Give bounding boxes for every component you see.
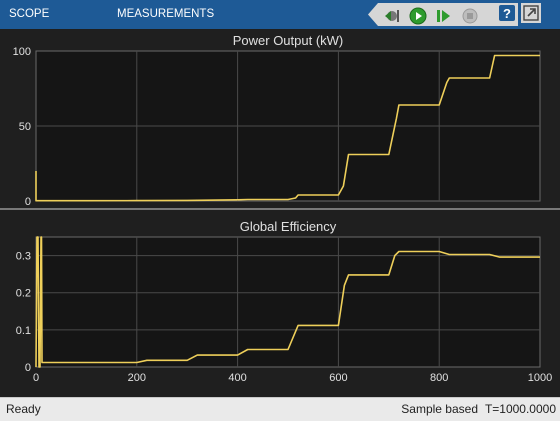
- axes-1-ytick-label: 0: [25, 196, 31, 208]
- undock-button[interactable]: [521, 3, 541, 23]
- step-back-icon: [385, 10, 399, 22]
- svg-text:?: ?: [503, 6, 511, 21]
- axes-1-series-line-1: [35, 54, 540, 202]
- step-back-button[interactable]: [382, 6, 402, 26]
- axes-1-ytick-label: 50: [19, 121, 31, 133]
- axes-2-ytick-label: 0.2: [16, 288, 31, 300]
- scope-display: Power Output (kW) 0 50 100 Global Efficiency…: [0, 29, 560, 397]
- scope-plots: Power Output (kW) 0 50 100 Global Efficiency…: [0, 33, 560, 384]
- step-forward-button[interactable]: [434, 6, 454, 26]
- axes-2-title: Global Efficiency: [240, 219, 337, 234]
- help-button[interactable]: ?: [497, 3, 517, 23]
- tab-measurements[interactable]: MEASUREMENTS: [117, 8, 215, 20]
- axes-1-ytick-label: 100: [13, 46, 31, 58]
- axes-2-ytick-label: 0.3: [16, 251, 31, 263]
- axes-2-ytick-label: 0.1: [16, 325, 31, 337]
- run-button[interactable]: [408, 6, 428, 26]
- status-bar: Ready Sample based T=1000.0000: [0, 397, 560, 421]
- stop-button[interactable]: [460, 6, 480, 26]
- simulation-time: T=1000.0000: [484, 402, 556, 416]
- axes-1-title: Power Output (kW): [233, 33, 344, 48]
- axes-2-xtick-label: 800: [430, 372, 448, 384]
- undock-icon: [523, 5, 539, 21]
- axes-2-ytick-label: 0: [25, 362, 31, 374]
- status-text: Ready: [6, 402, 41, 416]
- axes-2-xtick-label: 400: [228, 372, 246, 384]
- axes-2-xtick-label: 200: [128, 372, 146, 384]
- axes-2-plot-area: [35, 236, 541, 368]
- help-icon: ?: [499, 5, 515, 21]
- step-forward-icon: [437, 10, 450, 22]
- toolstrip: SCOPE MEASUREMENTS: [0, 0, 560, 29]
- simulation-controls: [368, 3, 518, 26]
- play-icon: [409, 7, 427, 25]
- axes-2-xtick-label: 600: [329, 372, 347, 384]
- axes-2-series-line-1: [35, 236, 540, 368]
- axes-2-xtick-label: 1000: [528, 372, 552, 384]
- sample-mode-label: Sample based: [401, 402, 478, 416]
- stop-icon: [462, 8, 478, 24]
- axes-2-xtick-label: 0: [33, 372, 39, 384]
- tab-scope[interactable]: SCOPE: [9, 8, 50, 20]
